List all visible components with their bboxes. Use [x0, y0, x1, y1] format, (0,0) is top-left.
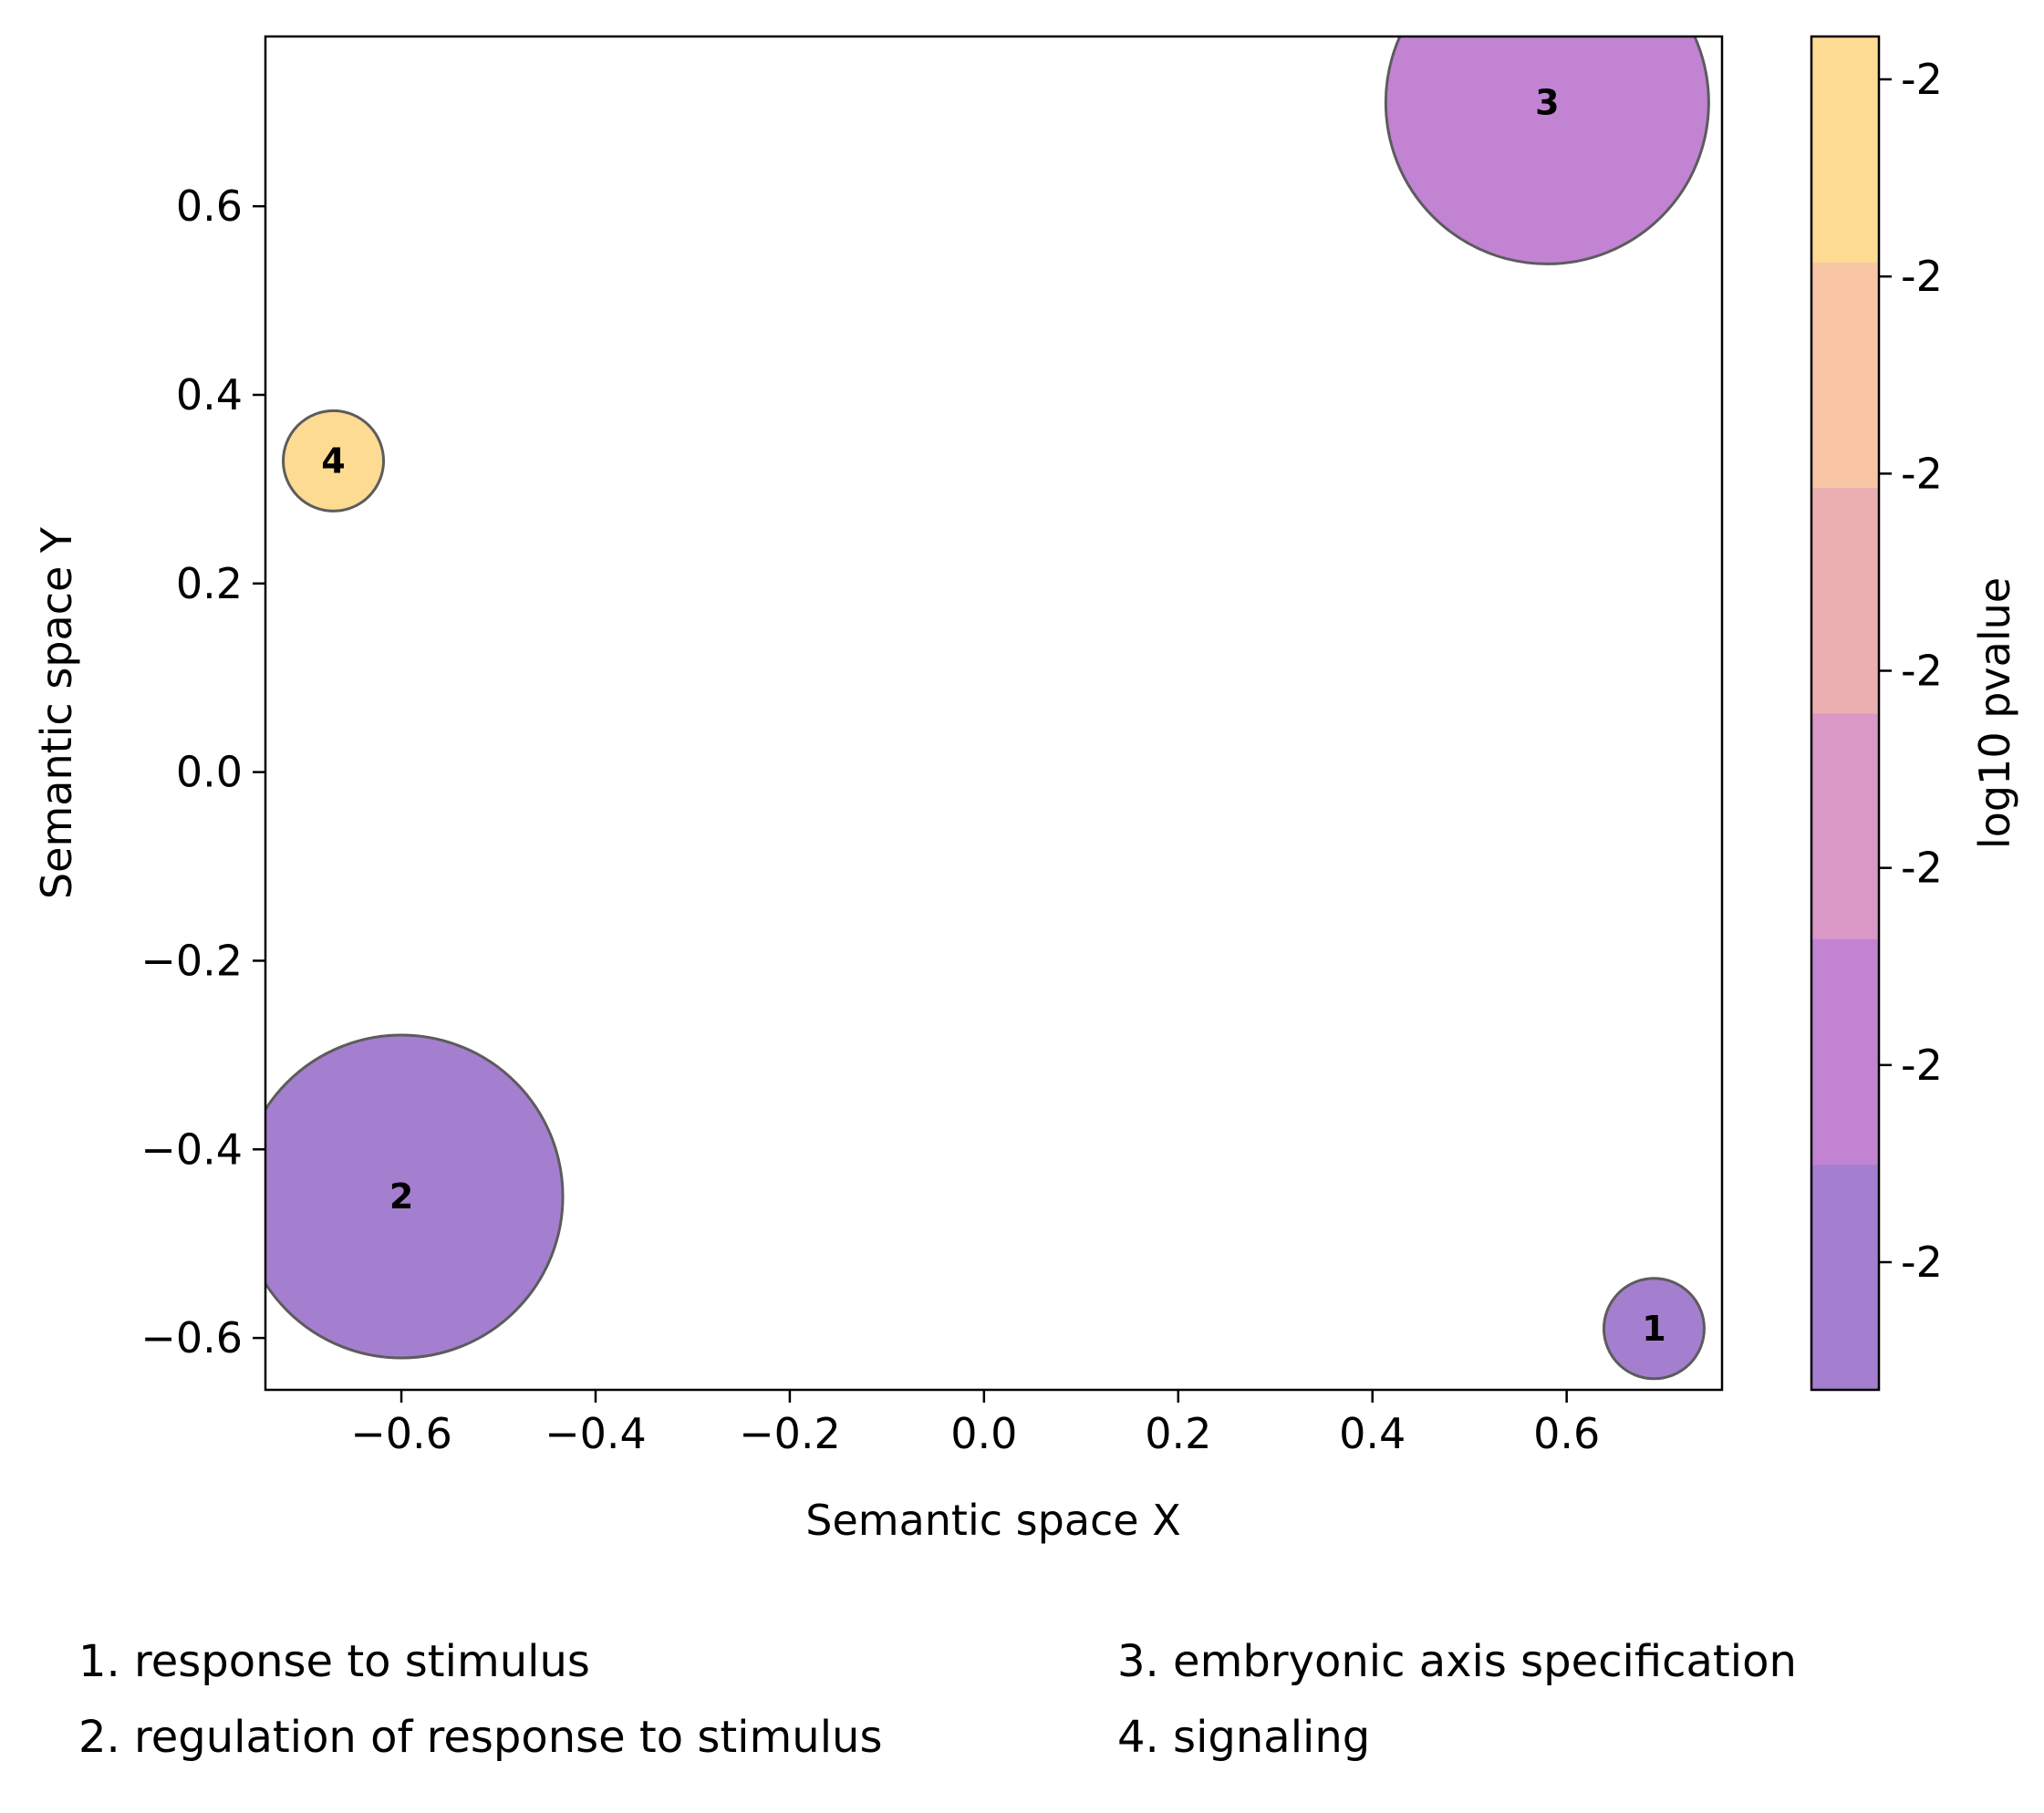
colorbar-tick-label: -2 — [1901, 647, 1943, 696]
colorbar-frame — [1810, 35, 1881, 1392]
y-tick-label: 0.0 — [176, 748, 243, 797]
bubble-layer — [265, 36, 1710, 1381]
x-tick-label: 0.6 — [1533, 1409, 1600, 1458]
y-tick-label: 0.2 — [176, 559, 243, 608]
bubble-label-4: 4 — [321, 440, 345, 481]
colorbar-tick-label: -2 — [1901, 1238, 1943, 1287]
bubble-label-2: 2 — [389, 1176, 413, 1217]
colorbar-tick-label: -2 — [1901, 252, 1943, 301]
colorbar-segment — [1811, 487, 1879, 714]
bubble-2 — [265, 1033, 565, 1360]
y-axis-title: Semantic space Y — [32, 526, 81, 899]
y-tick-label: −0.2 — [140, 936, 243, 985]
legend-entry: 4. signaling — [1117, 1712, 1370, 1763]
y-tick-label: −0.6 — [140, 1313, 243, 1362]
x-tick-label: −0.2 — [739, 1409, 841, 1458]
colorbar-tick-label: -2 — [1901, 844, 1943, 893]
x-tick-label: −0.6 — [350, 1409, 452, 1458]
x-tick-label: 0.4 — [1339, 1409, 1406, 1458]
y-axis: −0.6 −0.4 −0.2 0.0 0.2 0.4 0.6 — [140, 181, 265, 1362]
bubble-label-layer: 1 2 3 4 — [321, 82, 1665, 1348]
colorbar: -2 -2 -2 -2 -2 -2 -2 — [1810, 35, 1943, 1392]
plot-frame — [264, 35, 1724, 1392]
x-axis-title: Semantic space X — [805, 1496, 1180, 1545]
colorbar-segment — [1811, 262, 1879, 489]
legend-entry: 3. embryonic axis specification — [1117, 1636, 1797, 1687]
y-tick-label: −0.4 — [140, 1124, 243, 1174]
bubble-label-3: 3 — [1535, 82, 1559, 122]
x-tick-label: 0.0 — [950, 1409, 1017, 1458]
bubble-1 — [1602, 1277, 1706, 1381]
legend-entry: 1. response to stimulus — [78, 1636, 590, 1687]
y-tick-label: 0.4 — [176, 370, 243, 420]
legend-entry: 2. regulation of response to stimulus — [78, 1712, 882, 1763]
bubble-4 — [282, 409, 386, 513]
bubble-label-1: 1 — [1642, 1309, 1665, 1349]
colorbar-segment — [1811, 1164, 1879, 1391]
colorbar-segment — [1811, 938, 1879, 1166]
colorbar-segment — [1811, 36, 1879, 263]
term-legend: 1. response to stimulus 2. regulation of … — [78, 1636, 1797, 1763]
colorbar-segment — [1811, 713, 1879, 939]
x-tick-label: −0.4 — [545, 1409, 647, 1458]
bubble-3 — [1384, 36, 1710, 265]
x-axis: −0.6 −0.4 −0.2 0.0 0.2 0.4 0.6 — [350, 1390, 1600, 1458]
colorbar-tick-label: -2 — [1901, 449, 1943, 498]
y-tick-label: 0.6 — [176, 181, 243, 231]
colorbar-tick-label: -2 — [1901, 1041, 1943, 1090]
colorbar-title: log10 pvalue — [1970, 577, 2019, 849]
x-tick-label: 0.2 — [1145, 1409, 1211, 1458]
colorbar-tick-label: -2 — [1901, 55, 1943, 104]
